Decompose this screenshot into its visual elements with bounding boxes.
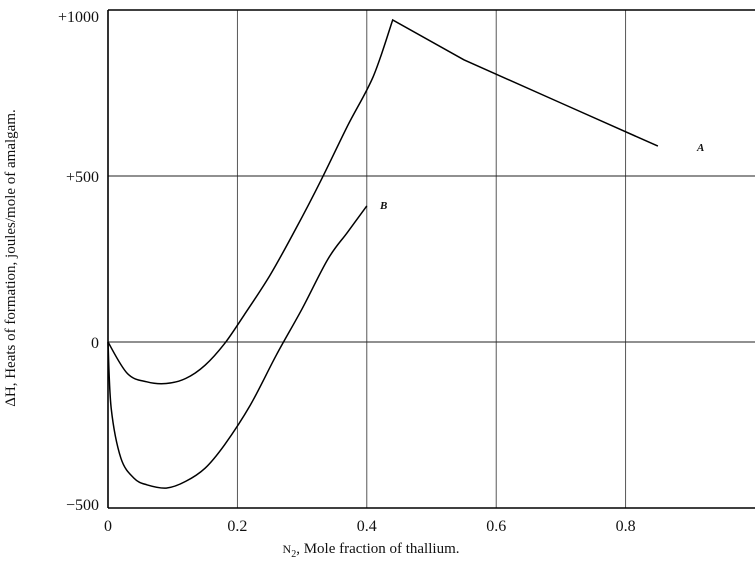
y-tick-label: +500 [66, 169, 99, 186]
x-axis-label-prefix: N [283, 542, 292, 556]
grid [108, 10, 755, 508]
y-tick-label: −500 [66, 497, 99, 514]
x-tick-label: 0.6 [486, 518, 506, 535]
x-tick-label: 0 [104, 518, 112, 535]
tick-labels: 0 0.2 0.4 0.6 0.8 −500 0 +500 +1000 [58, 9, 636, 535]
series-label-b: B [379, 200, 387, 212]
x-tick-label: 0.8 [616, 518, 636, 535]
y-tick-label: +1000 [58, 9, 99, 26]
x-axis-label-rest: , Mole fraction of thallium. [296, 541, 459, 557]
series-label-a: A [696, 142, 704, 154]
axes [108, 10, 755, 508]
series [108, 20, 658, 488]
x-tick-label: 0.2 [227, 518, 247, 535]
y-axis-label: ΔH, Heats of formation, joules/mole of a… [3, 109, 19, 407]
x-tick-label: 0.4 [357, 518, 377, 535]
y-tick-label: 0 [91, 335, 99, 352]
x-axis-label: N2, Mole fraction of thallium. [283, 541, 460, 560]
